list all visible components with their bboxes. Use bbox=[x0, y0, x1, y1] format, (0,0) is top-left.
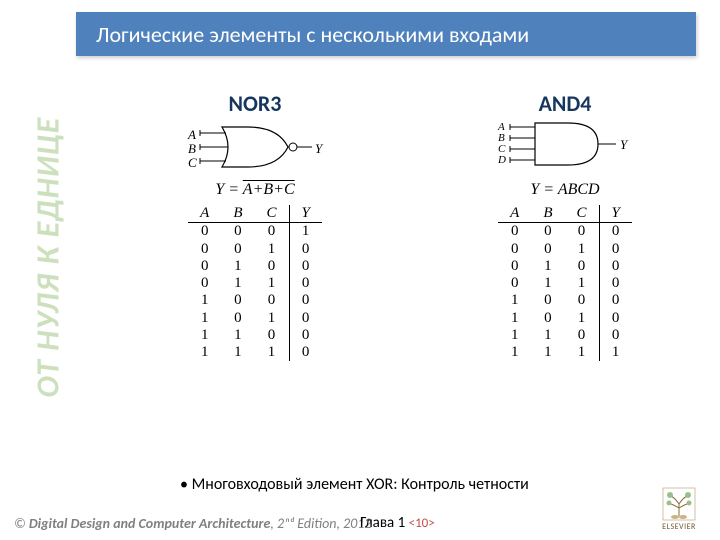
slide-title-bar: Логические элементы с несколькими входам… bbox=[76, 12, 696, 56]
nor3-out: Y bbox=[315, 141, 322, 157]
nor3-eq-over: A+B+C bbox=[243, 181, 295, 198]
nor3-eq-prefix: Y = bbox=[215, 181, 242, 198]
and4-th-row: A B C Y bbox=[498, 205, 632, 223]
footer-copyright: © Digital Design and Computer Architectu… bbox=[14, 515, 372, 532]
nor3-truth-table: A B C Y 00010010010001101000101011001110 bbox=[188, 205, 322, 361]
elsevier-label: ELSEVIER bbox=[652, 522, 706, 532]
nor3-title: NOR3 bbox=[229, 90, 282, 117]
nor3-column: NOR3 A B C Y bbox=[120, 90, 390, 361]
nor3-th-row: A B C Y bbox=[188, 205, 322, 223]
table-row: 0000 bbox=[498, 223, 632, 241]
and4-truth-table: A B C Y 00000010010001101000101011001111 bbox=[498, 205, 632, 361]
side-brand-text: ОТ НУЛЯ К ЕДНИЦЕ bbox=[29, 158, 68, 398]
elsevier-tree-icon bbox=[661, 486, 697, 522]
bullet-text: • Многовходовый элемент XOR: Контроль че… bbox=[180, 475, 580, 494]
table-row: 1110 bbox=[188, 344, 322, 361]
and4-equation: Y = ABCD bbox=[530, 181, 599, 199]
and4-in-d: D bbox=[498, 154, 506, 166]
and4-out: Y bbox=[620, 137, 627, 153]
and4-schematic: A B C D Y bbox=[480, 119, 650, 177]
and4-title: AND4 bbox=[539, 90, 592, 117]
table-row: 0100 bbox=[188, 258, 322, 275]
table-row: 1100 bbox=[188, 327, 322, 344]
table-row: 0010 bbox=[498, 241, 632, 258]
table-row: 1010 bbox=[498, 310, 632, 327]
table-row: 1111 bbox=[498, 344, 632, 361]
nor3-in-c: C bbox=[188, 155, 197, 171]
table-row: 0110 bbox=[498, 275, 632, 292]
footer-chapter: Глава 1 <10> bbox=[360, 514, 435, 532]
table-row: 1000 bbox=[498, 292, 632, 309]
slide: ОТ НУЛЯ К ЕДНИЦЕ Логические элементы с н… bbox=[0, 0, 720, 540]
and4-column: AND4 A B C D Y bbox=[430, 90, 700, 361]
table-row: 1100 bbox=[498, 327, 632, 344]
table-row: 0001 bbox=[188, 223, 322, 241]
nor3-equation: Y = A+B+C bbox=[215, 181, 294, 199]
table-row: 1010 bbox=[188, 310, 322, 327]
content-area: NOR3 A B C Y bbox=[120, 90, 700, 365]
gate-row: NOR3 A B C Y bbox=[120, 90, 700, 361]
table-row: 0110 bbox=[188, 275, 322, 292]
table-row: 1000 bbox=[188, 292, 322, 309]
nor3-schematic: A B C Y bbox=[170, 119, 340, 177]
footer-publisher: ELSEVIER bbox=[652, 486, 706, 532]
slide-title: Логические элементы с несколькими входам… bbox=[96, 21, 529, 48]
table-row: 0100 bbox=[498, 258, 632, 275]
table-row: 0010 bbox=[188, 241, 322, 258]
